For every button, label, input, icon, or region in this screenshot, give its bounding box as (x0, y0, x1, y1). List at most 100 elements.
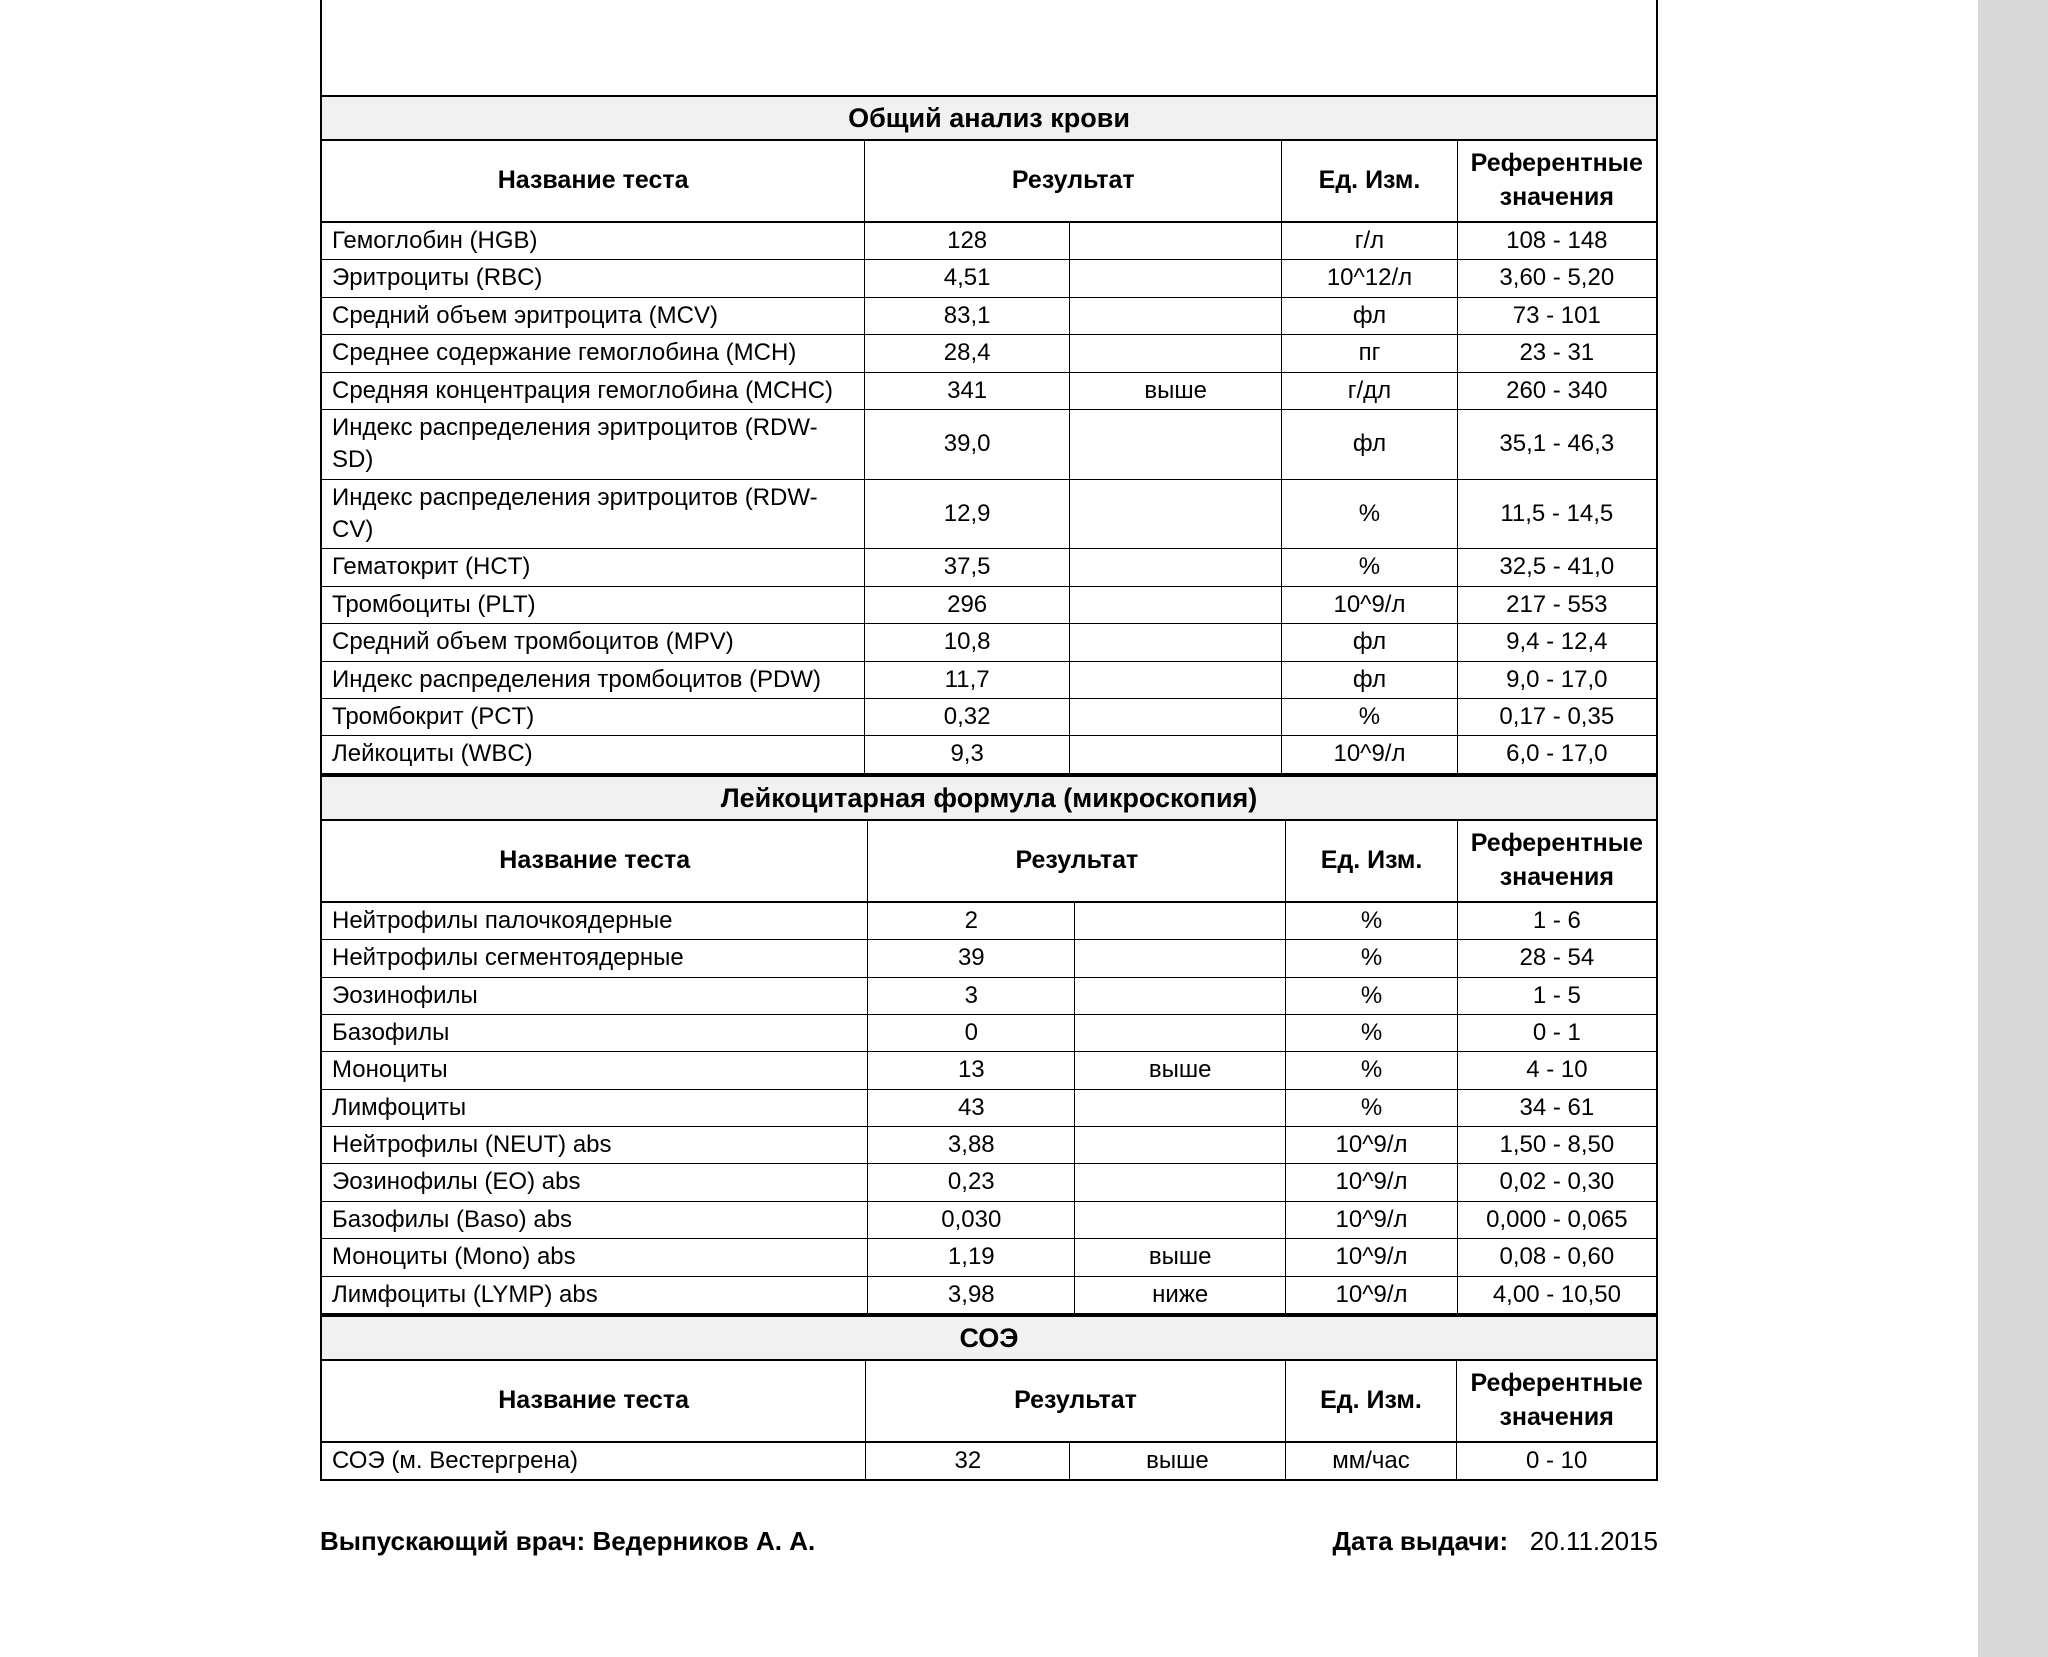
cell-unit: г/дл (1282, 372, 1457, 409)
cell-result: 39,0 (865, 409, 1070, 479)
cell-ref: 0 - 1 (1457, 1014, 1657, 1051)
cell-ref: 0,08 - 0,60 (1457, 1239, 1657, 1276)
cell-result: 2 (868, 902, 1075, 940)
date-value: 20.11.2015 (1530, 1526, 1658, 1556)
cell-unit: % (1282, 699, 1457, 736)
cell-result: 3,98 (868, 1276, 1075, 1314)
cell-ref: 9,4 - 12,4 (1457, 624, 1657, 661)
cell-ref: 34 - 61 (1457, 1089, 1657, 1126)
table-row: Лейкоциты (WBC)9,310^9/л6,0 - 17,0 (321, 736, 1657, 774)
cell-ref: 1 - 5 (1457, 977, 1657, 1014)
results-table: СОЭНазвание тестаРезультатЕд. Изм.Рефере… (320, 1315, 1658, 1481)
cell-name: Средний объем эритроцита (MCV) (321, 297, 865, 334)
cell-result: 11,7 (865, 661, 1070, 698)
cell-unit: мм/час (1285, 1442, 1457, 1480)
cell-unit: % (1286, 1052, 1457, 1089)
cell-name: Гемоглобин (HGB) (321, 222, 865, 260)
cell-ref: 6,0 - 17,0 (1457, 736, 1657, 774)
cell-flag: ниже (1075, 1276, 1286, 1314)
column-header: Название теста (321, 140, 865, 222)
cell-unit: 10^12/л (1282, 260, 1457, 297)
cell-unit: фл (1282, 624, 1457, 661)
cell-unit: % (1286, 977, 1457, 1014)
cell-result: 39 (868, 940, 1075, 977)
cell-result: 3 (868, 977, 1075, 1014)
section-title: Общий анализ крови (321, 96, 1657, 140)
cell-result: 0,32 (865, 699, 1070, 736)
cell-flag (1070, 409, 1282, 479)
cell-flag (1070, 624, 1282, 661)
cell-flag: выше (1075, 1052, 1286, 1089)
table-row: Средний объем тромбоцитов (MPV)10,8 фл9,4… (321, 624, 1657, 661)
cell-result: 10,8 (865, 624, 1070, 661)
cell-result: 341 (865, 372, 1070, 409)
table-row: Лимфоциты (LYMP) abs3,98ниже10^9/л4,00 -… (321, 1276, 1657, 1314)
cell-result: 37,5 (865, 549, 1070, 586)
cell-unit: фл (1282, 661, 1457, 698)
doctor-label: Выпускающий врач: (320, 1526, 585, 1556)
cell-flag (1075, 940, 1286, 977)
cell-unit: 10^9/л (1286, 1276, 1457, 1314)
cell-ref: 0 - 10 (1457, 1442, 1657, 1480)
column-header: Название теста (321, 1360, 866, 1442)
cell-flag: выше (1070, 372, 1282, 409)
cell-unit: 10^9/л (1286, 1239, 1457, 1276)
cell-unit: 10^9/л (1282, 736, 1457, 774)
cell-name: Лимфоциты (321, 1089, 868, 1126)
cell-ref: 1,50 - 8,50 (1457, 1127, 1657, 1164)
cell-result: 296 (865, 586, 1070, 623)
cell-result: 0 (868, 1014, 1075, 1051)
cell-name: Тромбоциты (PLT) (321, 586, 865, 623)
cell-name: Средняя концентрация гемоглобина (MCHC) (321, 372, 865, 409)
table-row: Среднее содержание гемоглобина (MCH)28,4… (321, 335, 1657, 372)
cell-name: Лимфоциты (LYMP) abs (321, 1276, 868, 1314)
table-row: Эозинофилы3%1 - 5 (321, 977, 1657, 1014)
footer-date: Дата выдачи: 20.11.2015 (1332, 1526, 1658, 1557)
cell-ref: 73 - 101 (1457, 297, 1657, 334)
cell-flag: выше (1075, 1239, 1286, 1276)
cell-flag (1070, 297, 1282, 334)
cell-unit: пг (1282, 335, 1457, 372)
cell-name: Индекс распределения эритроцитов (RDW-CV… (321, 479, 865, 549)
date-label: Дата выдачи: (1332, 1526, 1508, 1556)
cell-flag: выше (1070, 1442, 1285, 1480)
cell-unit: фл (1282, 297, 1457, 334)
cell-name: Средний объем тромбоцитов (MPV) (321, 624, 865, 661)
cell-name: Эритроциты (RBC) (321, 260, 865, 297)
table-row: Гематокрит (HCT)37,5%32,5 - 41,0 (321, 549, 1657, 586)
cell-unit: г/л (1282, 222, 1457, 260)
cell-result: 13 (868, 1052, 1075, 1089)
cell-flag (1070, 699, 1282, 736)
cell-ref: 0,02 - 0,30 (1457, 1164, 1657, 1201)
cell-name: Нейтрофилы сегментоядерные (321, 940, 868, 977)
cell-ref: 4 - 10 (1457, 1052, 1657, 1089)
cell-ref: 23 - 31 (1457, 335, 1657, 372)
tables-container: Общий анализ кровиНазвание тестаРезульта… (320, 95, 1658, 1481)
table-row: Индекс распределения эритроцитов (RDW-SD… (321, 409, 1657, 479)
cell-flag (1075, 1201, 1286, 1238)
cell-unit: 10^9/л (1286, 1201, 1457, 1238)
table-row: Лимфоциты43%34 - 61 (321, 1089, 1657, 1126)
cell-result: 12,9 (865, 479, 1070, 549)
cell-name: Индекс распределения эритроцитов (RDW-SD… (321, 409, 865, 479)
document-page: Общий анализ кровиНазвание тестаРезульта… (0, 0, 1978, 1657)
cell-unit: фл (1282, 409, 1457, 479)
cell-unit: 10^9/л (1286, 1127, 1457, 1164)
cell-ref: 0,000 - 0,065 (1457, 1201, 1657, 1238)
cell-unit: 10^9/л (1282, 586, 1457, 623)
cell-result: 128 (865, 222, 1070, 260)
cell-ref: 3,60 - 5,20 (1457, 260, 1657, 297)
table-row: Нейтрофилы сегментоядерные39%28 - 54 (321, 940, 1657, 977)
footer-doctor: Выпускающий врач: Ведерников А. А. (320, 1526, 815, 1557)
section-title: СОЭ (321, 1316, 1657, 1360)
cell-flag (1070, 222, 1282, 260)
top-spacer (320, 0, 1658, 95)
results-table: Лейкоцитарная формула (микроскопия)Назва… (320, 775, 1658, 1315)
cell-name: Базофилы (Baso) abs (321, 1201, 868, 1238)
table-row: Базофилы0%0 - 1 (321, 1014, 1657, 1051)
table-row: СОЭ (м. Вестергрена)32вышемм/час0 - 10 (321, 1442, 1657, 1480)
cell-result: 1,19 (868, 1239, 1075, 1276)
cell-result: 43 (868, 1089, 1075, 1126)
footer: Выпускающий врач: Ведерников А. А. Дата … (320, 1526, 1658, 1557)
table-row: Моноциты (Mono) abs1,19выше10^9/л0,08 - … (321, 1239, 1657, 1276)
